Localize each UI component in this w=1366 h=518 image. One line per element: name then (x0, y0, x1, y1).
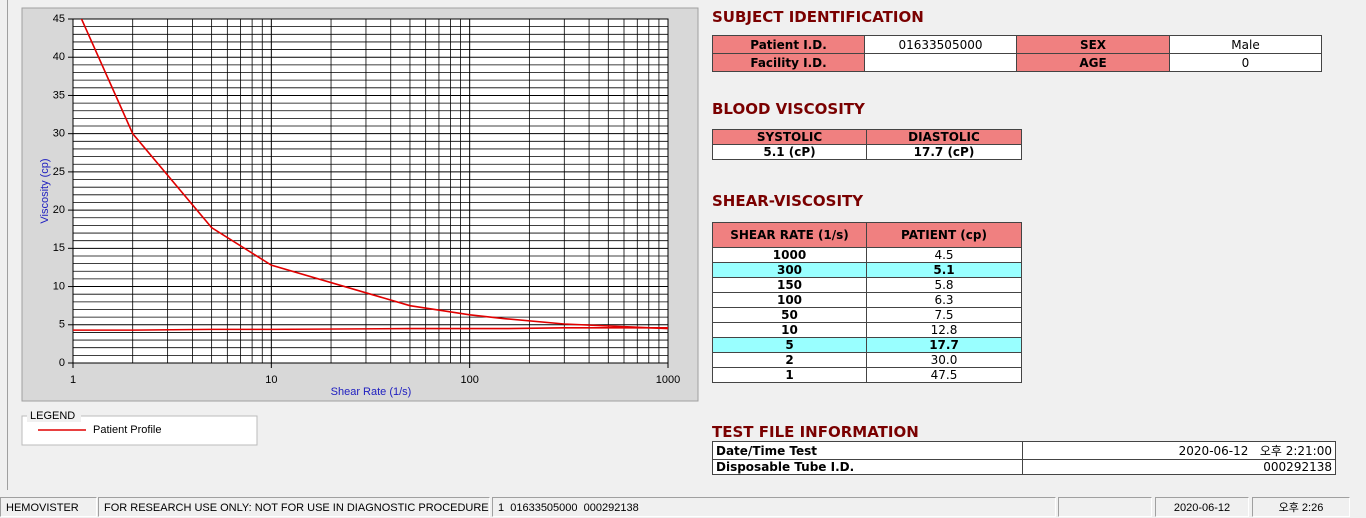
shear-table: SHEAR RATE (1/s) PATIENT (cp) 1000 4.5 300 5.… (712, 222, 1022, 383)
section-title: SHEAR-VISCOSITY (712, 192, 864, 210)
table-row: 150 5.8 (712, 277, 1022, 293)
section-title: BLOOD VISCOSITY (712, 100, 865, 118)
x-axis-label: Shear Rate (1/s) (331, 386, 412, 398)
table-row: 5.1 (cP) 17.7 (cP) (712, 144, 1022, 160)
table-cell: 1000 (712, 247, 867, 263)
table-cell: SEX (1016, 35, 1170, 54)
table-cell: 47.5 (866, 367, 1022, 383)
section-title: SUBJECT IDENTIFICATION (712, 8, 924, 26)
table-cell: Disposable Tube I.D. (712, 459, 1023, 475)
table-cell: SYSTOLIC (712, 129, 867, 145)
left-border (7, 0, 8, 490)
table-row: SYSTOLIC DIASTOLIC (712, 129, 1022, 145)
y-tick-label: 45 (53, 13, 65, 25)
table-cell: 5.1 (866, 262, 1022, 278)
table-row: 5 17.7 (712, 337, 1022, 353)
table-cell: 1 (712, 367, 867, 383)
table-row: 10 12.8 (712, 322, 1022, 338)
table-body: SYSTOLIC DIASTOLIC 5.1 (cP) 17.7 (cP) (712, 129, 1022, 160)
table-cell: 150 (712, 277, 867, 293)
table-row: 1 47.5 (712, 367, 1022, 383)
status-bar: HEMOVISTER FOR RESEARCH USE ONLY: NOT FOR… (0, 497, 1366, 518)
status-cell: 오후 2:26 (1252, 497, 1350, 517)
table-row: 50 7.5 (712, 307, 1022, 323)
table-body: Patient I.D. 01633505000 SEX Male Facility I… (712, 35, 1322, 72)
y-tick-label: 10 (53, 280, 65, 292)
table-cell: 0 (1169, 53, 1322, 72)
section-title: TEST FILE INFORMATION (712, 423, 919, 441)
legend-label: Patient Profile (93, 424, 161, 436)
y-tick-label: 15 (53, 242, 65, 254)
status-cell: HEMOVISTER (0, 497, 97, 517)
table-row: Facility I.D. AGE 0 (712, 53, 1322, 72)
status-cell: 1 01633505000 000292138 (492, 497, 1056, 517)
data-line (73, 327, 668, 331)
table-cell: Patient I.D. (712, 35, 865, 54)
subject-table: Patient I.D. 01633505000 SEX Male Facility I… (712, 35, 1322, 72)
status-cell: FOR RESEARCH USE ONLY: NOT FOR USE IN DI… (98, 497, 490, 517)
table-cell: 300 (712, 262, 867, 278)
y-tick-label: 30 (53, 128, 65, 140)
table-cell: 2020-06-12 오후 2:21:00 (1022, 441, 1336, 460)
table-cell: 12.8 (866, 322, 1022, 338)
status-cell (1058, 497, 1152, 517)
table-cell: 7.5 (866, 307, 1022, 323)
blood-table: SYSTOLIC DIASTOLIC 5.1 (cP) 17.7 (cP) (712, 129, 1022, 160)
table-cell: 100 (712, 292, 867, 308)
y-tick-label: 25 (53, 166, 65, 178)
table-cell: 4.5 (866, 247, 1022, 263)
chart: Viscosity (cp) Shear Rate (1/s) LEGEND 0… (21, 7, 699, 446)
x-tick-label: 1 (70, 374, 76, 386)
table-cell: 10 (712, 322, 867, 338)
table-cell: Date/Time Test (712, 441, 1023, 460)
status-cell: 2020-06-12 (1155, 497, 1249, 517)
table-row: Disposable Tube I.D. 000292138 (712, 459, 1336, 475)
table-cell: Facility I.D. (712, 53, 865, 72)
y-tick-label: 0 (59, 357, 65, 369)
table-cell: 5 (712, 337, 867, 353)
y-tick-label: 35 (53, 89, 65, 101)
legend-title-bg (27, 409, 81, 422)
x-tick-label: 1000 (656, 374, 680, 386)
table-row: 1000 4.5 (712, 247, 1022, 263)
table-cell: 000292138 (1022, 459, 1336, 475)
table-cell (864, 53, 1017, 72)
data-line (80, 19, 668, 330)
table-row: SHEAR RATE (1/s) PATIENT (cp) (712, 222, 1022, 248)
table-cell: DIASTOLIC (866, 129, 1022, 145)
plot-frame (72, 18, 669, 364)
y-axis-label: Viscosity (cp) (39, 158, 51, 223)
table-cell: 17.7 (866, 337, 1022, 353)
table-cell: 17.7 (cP) (866, 144, 1022, 160)
table-cell: 50 (712, 307, 867, 323)
table-cell: 2 (712, 352, 867, 368)
table-cell: SHEAR RATE (1/s) (712, 222, 867, 248)
x-tick-label: 10 (265, 374, 277, 386)
table-row: Patient I.D. 01633505000 SEX Male (712, 35, 1322, 54)
table-cell: 01633505000 (864, 35, 1017, 54)
table-row: 2 30.0 (712, 352, 1022, 368)
table-cell: PATIENT (cp) (866, 222, 1022, 248)
table-cell: Male (1169, 35, 1322, 54)
y-tick-label: 40 (53, 51, 65, 63)
table-cell: 5.1 (cP) (712, 144, 867, 160)
table-cell: 6.3 (866, 292, 1022, 308)
table-body: SHEAR RATE (1/s) PATIENT (cp) 1000 4.5 300 5.… (712, 222, 1022, 383)
grid (72, 18, 669, 364)
plot-area (73, 19, 668, 363)
x-tick-label: 100 (460, 374, 478, 386)
y-tick-label: 5 (59, 319, 65, 331)
table-row: 100 6.3 (712, 292, 1022, 308)
y-tick-label: 20 (53, 204, 65, 216)
table-row: 300 5.1 (712, 262, 1022, 278)
table-cell: AGE (1016, 53, 1170, 72)
test-file-table: Date/Time Test 2020-06-12 오후 2:21:00 Dispo… (712, 441, 1336, 475)
table-cell: 5.8 (866, 277, 1022, 293)
legend-title: LEGEND (30, 410, 75, 422)
table-body: Date/Time Test 2020-06-12 오후 2:21:00 Dispo… (712, 441, 1336, 475)
table-cell: 30.0 (866, 352, 1022, 368)
table-row: Date/Time Test 2020-06-12 오후 2:21:00 (712, 441, 1336, 460)
